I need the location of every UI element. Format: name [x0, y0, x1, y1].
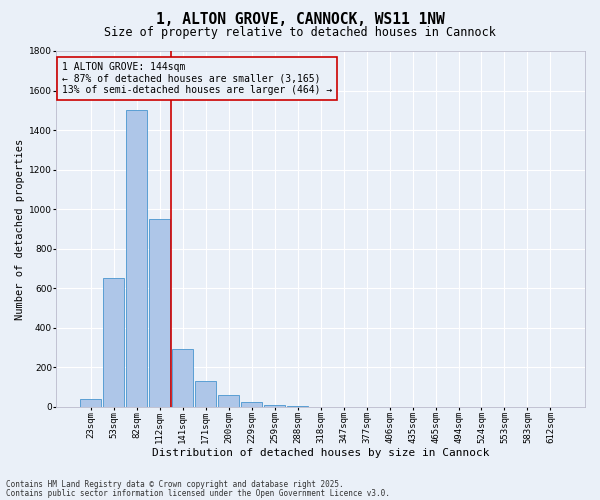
Text: 1 ALTON GROVE: 144sqm
← 87% of detached houses are smaller (3,165)
13% of semi-d: 1 ALTON GROVE: 144sqm ← 87% of detached … [62, 62, 332, 95]
Text: Size of property relative to detached houses in Cannock: Size of property relative to detached ho… [104, 26, 496, 39]
X-axis label: Distribution of detached houses by size in Cannock: Distribution of detached houses by size … [152, 448, 490, 458]
Y-axis label: Number of detached properties: Number of detached properties [15, 138, 25, 320]
Bar [218, 395, 239, 407]
Bar [103, 278, 124, 407]
Text: 1, ALTON GROVE, CANNOCK, WS11 1NW: 1, ALTON GROVE, CANNOCK, WS11 1NW [155, 12, 445, 28]
Bar [241, 402, 262, 407]
Bar [127, 110, 148, 407]
Text: Contains public sector information licensed under the Open Government Licence v3: Contains public sector information licen… [6, 488, 390, 498]
Bar [287, 406, 308, 407]
Bar [172, 348, 193, 407]
Bar [80, 399, 101, 407]
Bar [149, 219, 170, 407]
Text: Contains HM Land Registry data © Crown copyright and database right 2025.: Contains HM Land Registry data © Crown c… [6, 480, 344, 489]
Bar [195, 381, 217, 407]
Bar [264, 405, 285, 407]
